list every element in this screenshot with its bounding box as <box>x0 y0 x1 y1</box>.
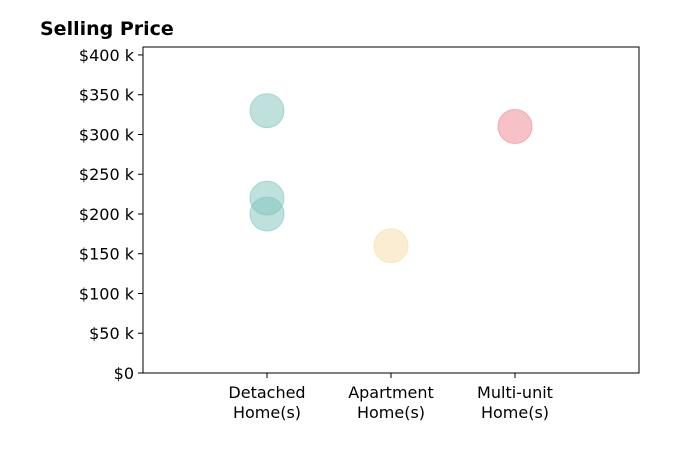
x-tick-label: Apartment <box>348 383 434 402</box>
data-point <box>249 93 285 129</box>
data-points <box>249 93 533 264</box>
y-tick-label: $200 k <box>79 205 135 224</box>
y-tick-label: $300 k <box>79 125 135 144</box>
y-axis: $0 $50 k $100 k $150 k $200 k $250 k $300 k $35… <box>79 46 143 383</box>
plot-frame <box>142 46 640 374</box>
y-tick-label: $150 k <box>79 245 135 264</box>
y-tick-label: $50 k <box>89 324 135 343</box>
x-tick-label: Multi-unit <box>477 383 553 402</box>
data-point <box>497 109 533 145</box>
y-tick-label: $0 <box>114 364 134 383</box>
y-tick-label: $400 k <box>79 46 135 65</box>
data-point <box>249 196 285 232</box>
x-tick-label: Home(s) <box>357 403 425 422</box>
chart-title: Selling Price <box>40 18 174 40</box>
y-tick-label: $250 k <box>79 165 135 184</box>
y-tick-label: $100 k <box>79 284 135 303</box>
y-tick-label: $350 k <box>79 86 135 105</box>
x-tick-label: Home(s) <box>481 403 549 422</box>
data-point <box>373 228 409 264</box>
x-tick-label: Home(s) <box>233 403 301 422</box>
x-tick-label: Detached <box>228 383 305 402</box>
x-axis: DetachedHome(s)ApartmentHome(s)Multi-uni… <box>228 373 553 422</box>
